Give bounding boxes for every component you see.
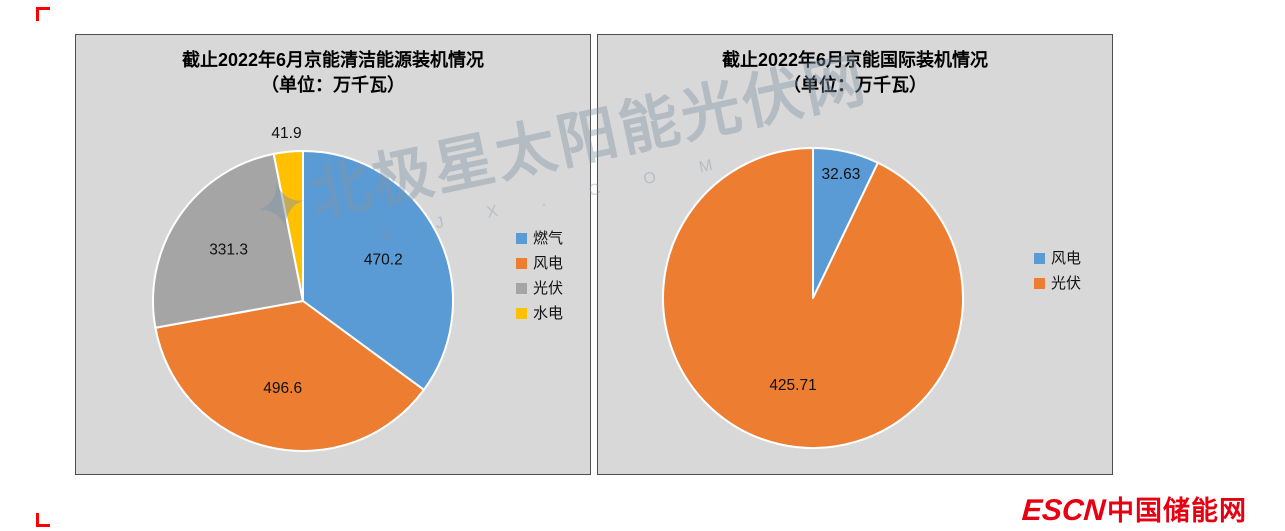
legend-item-风电: 风电: [1034, 251, 1081, 266]
chart-title-clean-energy: 截止2022年6月京能清洁能源装机情况 （单位：万千瓦）: [76, 48, 590, 98]
legend-international: 风电 光伏: [1034, 251, 1081, 301]
pie-chart-clean-energy: 470.2 496.6 331.3 41.9: [152, 125, 454, 452]
pie-data-label-风电: 496.6: [263, 380, 302, 397]
chart-panel-clean-energy: 截止2022年6月京能清洁能源装机情况 （单位：万千瓦） 470.2 496.6 3…: [75, 34, 591, 475]
legend-swatch-icon: [516, 308, 527, 319]
legend-swatch-icon: [1034, 278, 1045, 289]
chart-title-international: 截止2022年6月京能国际装机情况 （单位：万千瓦）: [598, 48, 1112, 98]
pie-data-label-风电: 32.63: [822, 166, 861, 183]
chart-title-line2: （单位：万千瓦）: [783, 75, 927, 96]
legend-item-燃气: 燃气: [516, 231, 563, 246]
pie-data-label-光伏: 331.3: [209, 241, 248, 258]
chart-title-line1: 截止2022年6月京能清洁能源装机情况: [181, 50, 485, 70]
pie-slice-燃气: [302, 150, 454, 391]
pie-data-label-光伏: 425.71: [769, 377, 816, 394]
legend-label: 风电: [533, 255, 564, 272]
escn-logo-text: ESCN: [1020, 494, 1107, 527]
legend-label: 光伏: [533, 280, 564, 297]
legend-swatch-icon: [516, 283, 527, 294]
chart-title-line1: 截止2022年6月京能国际装机情况: [721, 50, 989, 70]
legend-swatch-icon: [516, 233, 527, 244]
legend-item-光伏: 光伏: [516, 281, 563, 296]
legend-item-水电: 水电: [516, 306, 563, 321]
legend-clean-energy: 燃气 风电 光伏 水电: [516, 231, 563, 331]
pie-slice-风电: [154, 300, 425, 452]
chart-panel-international: 截止2022年6月京能国际装机情况 （单位：万千瓦） 32.63 425.71 风…: [597, 34, 1113, 475]
footer-site-logo: ESCN 中国储能网: [1020, 489, 1247, 528]
pie-chart-international: 32.63 425.71: [662, 147, 964, 449]
legend-item-风电: 风电: [516, 256, 563, 271]
legend-label: 水电: [533, 305, 564, 322]
pie-slice-光伏: [152, 152, 304, 329]
pie-slice-光伏: [662, 147, 964, 449]
crop-mark-top: [36, 7, 50, 21]
legend-item-光伏: 光伏: [1034, 276, 1081, 291]
crop-mark-bottom: [36, 513, 50, 527]
legend-label: 燃气: [533, 230, 564, 247]
legend-swatch-icon: [1034, 253, 1045, 264]
legend-swatch-icon: [516, 258, 527, 269]
pie-slice-水电: [272, 150, 304, 302]
legend-label: 光伏: [1051, 275, 1082, 292]
chart-title-line2: （单位：万千瓦）: [261, 75, 405, 96]
site-name-text: 中国储能网: [1107, 496, 1247, 526]
pie-data-label-水电: 41.9: [271, 125, 301, 142]
legend-label: 风电: [1051, 250, 1082, 267]
pie-data-label-燃气: 470.2: [364, 251, 403, 268]
